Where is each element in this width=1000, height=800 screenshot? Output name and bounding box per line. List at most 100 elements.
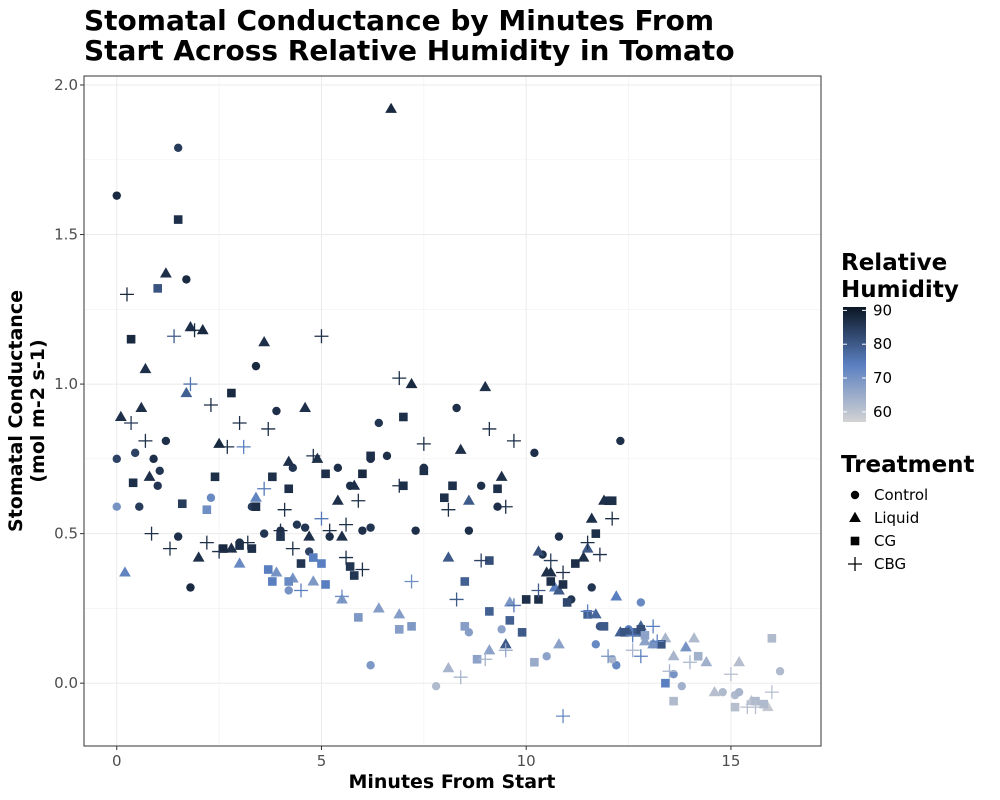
square-point	[530, 657, 539, 667]
triangle-point	[299, 401, 311, 413]
circle-point	[382, 451, 392, 461]
plus-point	[392, 478, 407, 493]
triangle-point	[499, 638, 512, 649]
square-point	[128, 478, 138, 488]
square-point	[268, 577, 277, 586]
plus-point	[199, 535, 214, 550]
x-axis-title: Minutes From Start	[348, 771, 555, 793]
shape-legend: Treatment Control Liquid CG CBG	[841, 452, 975, 573]
triangle-point	[311, 452, 324, 463]
plus-point	[236, 439, 251, 454]
square-point	[448, 481, 457, 491]
square-point	[296, 559, 306, 568]
triangle-point	[225, 542, 238, 553]
circle-point	[206, 493, 216, 502]
plus-point	[625, 628, 640, 643]
circle-point	[476, 481, 486, 490]
color-legend-title-line-1: Relative	[841, 250, 947, 276]
triangle-point	[372, 602, 385, 613]
triangle-point	[462, 494, 475, 505]
circle-point	[112, 502, 121, 511]
triangle-point	[577, 551, 590, 562]
square-point	[485, 607, 494, 616]
axes: 0 5 10 15 0.0 0.5 1.0 1.5 2.0	[54, 76, 740, 770]
circle-point	[636, 598, 646, 607]
chart-title-line-1: Stomatal Conductance by Minutes From	[84, 4, 714, 37]
circle-point	[612, 661, 621, 670]
plus-point	[605, 511, 620, 526]
square-point	[284, 484, 294, 494]
triangle-point	[503, 596, 516, 607]
circle-point	[358, 526, 367, 535]
triangle-point	[119, 566, 131, 577]
colorbar-tick-label: 60	[873, 403, 892, 421]
triangle-point	[589, 608, 602, 619]
square-point	[730, 702, 740, 712]
x-tick-label: 0	[112, 752, 122, 770]
square-point	[640, 631, 650, 640]
plus-point	[748, 700, 763, 715]
plus-point	[478, 652, 493, 667]
plus-point	[212, 544, 227, 559]
square-point	[657, 640, 666, 649]
square-point	[571, 559, 580, 568]
color-legend-gradient-bar	[843, 307, 866, 422]
circle-point	[616, 436, 625, 446]
plus-point	[162, 541, 177, 556]
colorbar-tick-label: 70	[873, 369, 892, 387]
square-point	[399, 412, 408, 422]
triangle-point	[196, 324, 209, 335]
triangle-point	[135, 401, 148, 413]
square-point	[591, 529, 601, 538]
plus-point	[453, 670, 468, 685]
triangle-point	[733, 656, 746, 667]
square-point	[505, 616, 515, 625]
plus-point	[355, 562, 370, 577]
circle-point	[431, 681, 441, 691]
x-tick-label: 10	[517, 752, 536, 770]
plus-point	[183, 377, 198, 392]
square-point	[620, 628, 629, 637]
circle-point	[607, 655, 617, 664]
x-tick-label: 5	[317, 752, 327, 770]
legend-square-key	[850, 536, 860, 546]
square-point	[173, 215, 183, 224]
legend-label: Liquid	[874, 509, 919, 527]
circle-point	[161, 436, 171, 446]
circle-point	[366, 661, 375, 670]
legend-plus-key	[848, 557, 862, 571]
plus-point	[124, 415, 139, 430]
circle-point	[718, 687, 727, 697]
triangle-point	[553, 638, 565, 649]
triangle-point	[585, 512, 598, 523]
triangle-point	[405, 377, 418, 389]
y-tick-label: 1.0	[54, 375, 78, 393]
triangle-point	[610, 590, 623, 601]
plus-point	[339, 550, 354, 565]
plus-point	[322, 523, 337, 538]
triangle-point	[647, 638, 660, 649]
square-point	[308, 553, 318, 562]
plus-point	[646, 619, 661, 634]
plus-point	[556, 709, 571, 724]
square-point	[460, 622, 470, 631]
plus-point	[277, 502, 292, 517]
circle-point	[149, 454, 158, 464]
circle-point	[186, 583, 195, 592]
y-tick-label: 0.5	[54, 525, 78, 543]
plus-point	[119, 287, 134, 302]
triangle-point	[679, 641, 692, 652]
circle-point	[591, 640, 601, 649]
triangle-point	[700, 656, 713, 667]
circle-point	[292, 520, 302, 529]
square-point	[153, 284, 162, 293]
square-point	[202, 505, 212, 515]
plus-point	[650, 634, 665, 649]
triangle-point	[114, 410, 127, 422]
square-point	[534, 595, 543, 604]
triangle-point	[442, 662, 455, 673]
circle-point	[530, 448, 539, 458]
plus-point	[580, 535, 595, 550]
circle-point	[130, 448, 140, 458]
